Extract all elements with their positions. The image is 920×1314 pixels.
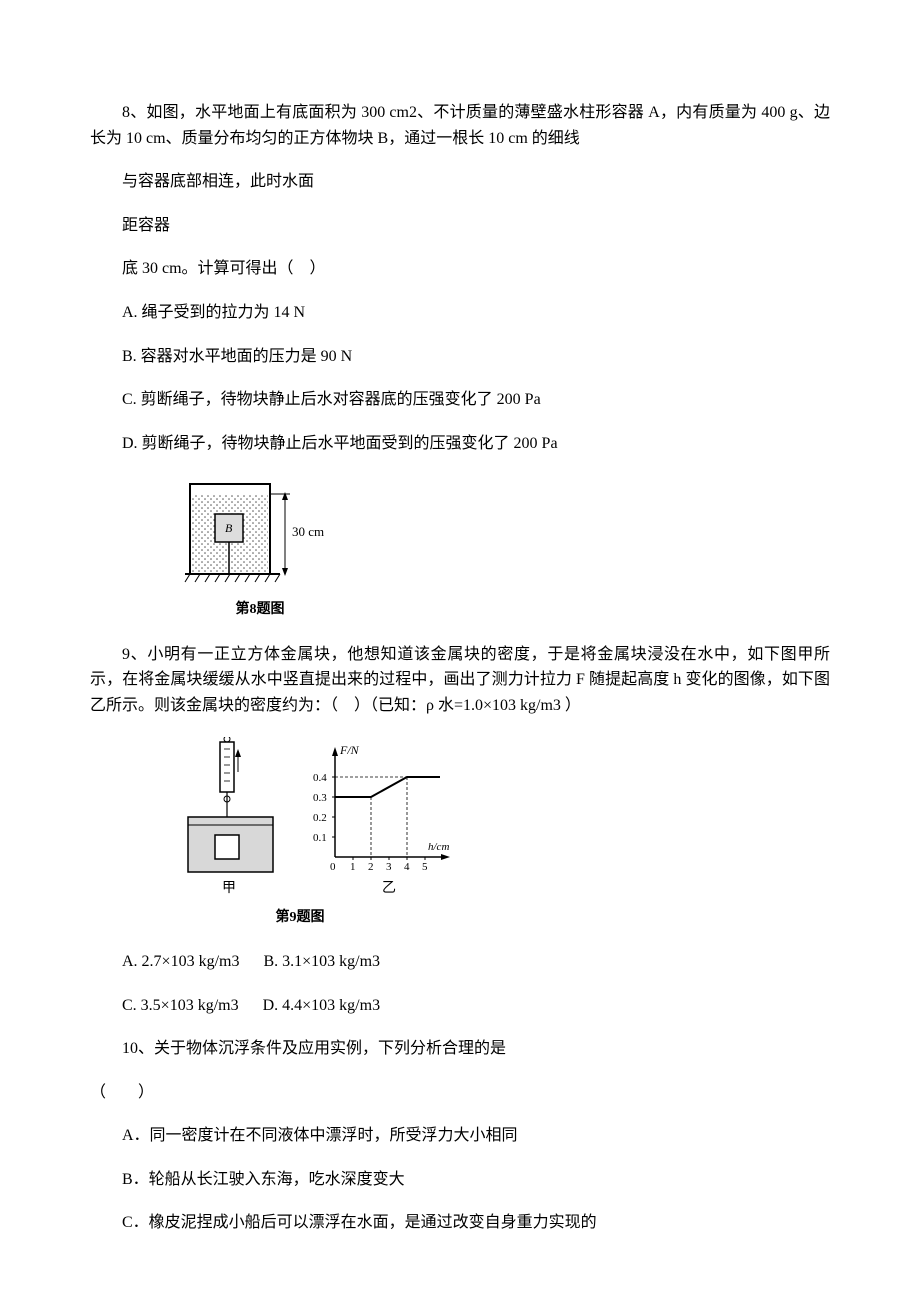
- q8-option-a: A. 绳子受到的拉力为 14 N: [90, 300, 830, 326]
- svg-text:0.3: 0.3: [313, 792, 327, 804]
- q8-stem-4: 底 30 cm。计算可得出（ ）: [90, 256, 830, 282]
- q8-block-label: B: [225, 521, 233, 535]
- q9-jia-label: 甲: [222, 881, 236, 896]
- svg-text:F/N: F/N: [339, 743, 360, 757]
- q9-diagram-svg: 甲 0.1 0.2 0.3 0.4 0 1 2 3 4: [180, 737, 460, 902]
- q8-caption: 第8题图: [180, 599, 340, 621]
- q9-stem: 9、小明有一正立方体金属块，他想知道该金属块的密度，于是将金属块浸没在水中，如下…: [90, 642, 830, 719]
- q10-option-b: B．轮船从长江驶入东海，吃水深度变大: [90, 1167, 830, 1193]
- q9-yi-label: 乙: [382, 880, 396, 896]
- svg-text:h/cm: h/cm: [428, 841, 449, 853]
- svg-text:1: 1: [350, 861, 356, 873]
- q8-stem-1: 8、如图，水平地面上有底面积为 300 cm2、不计质量的薄壁盛水柱形容器 A，…: [90, 100, 830, 151]
- q9-caption: 第9题图: [140, 907, 460, 929]
- q8-option-b: B. 容器对水平地面的压力是 90 N: [90, 344, 830, 370]
- q8-figure: B 30 cm 第8题图: [180, 474, 340, 621]
- svg-text:3: 3: [386, 861, 392, 873]
- svg-text:0.1: 0.1: [313, 832, 327, 844]
- svg-text:0.2: 0.2: [313, 812, 327, 824]
- q8-option-c: C. 剪断绳子，待物块静止后水对容器底的压强变化了 200 Pa: [90, 387, 830, 413]
- svg-text:5: 5: [422, 861, 428, 873]
- q10-stem: 10、关于物体沉浮条件及应用实例，下列分析合理的是: [90, 1036, 830, 1062]
- q8-height-label: 30 cm: [292, 524, 324, 539]
- q10-option-a: A．同一密度计在不同液体中漂浮时，所受浮力大小相同: [90, 1123, 830, 1149]
- svg-text:0: 0: [330, 861, 336, 873]
- q8-option-d: D. 剪断绳子，待物块静止后水平地面受到的压强变化了 200 Pa: [90, 431, 830, 457]
- svg-text:2: 2: [368, 861, 374, 873]
- q8-stem-3: 距容器: [90, 213, 830, 239]
- q9-options-cd: C. 3.5×103 kg/m3 D. 4.4×103 kg/m3: [90, 993, 830, 1019]
- q8-diagram-svg: B 30 cm: [180, 474, 340, 594]
- q9-options-ab: A. 2.7×103 kg/m3 B. 3.1×103 kg/m3: [90, 949, 830, 975]
- q10-stem2: （ ）: [90, 1080, 830, 1106]
- svg-text:4: 4: [404, 861, 410, 873]
- q10-option-c: C．橡皮泥捏成小船后可以漂浮在水面，是通过改变自身重力实现的: [90, 1210, 830, 1236]
- q8-stem-2: 与容器底部相连，此时水面: [90, 169, 830, 195]
- q9-figure: 甲 0.1 0.2 0.3 0.4 0 1 2 3 4: [180, 737, 460, 929]
- svg-text:0.4: 0.4: [313, 772, 327, 784]
